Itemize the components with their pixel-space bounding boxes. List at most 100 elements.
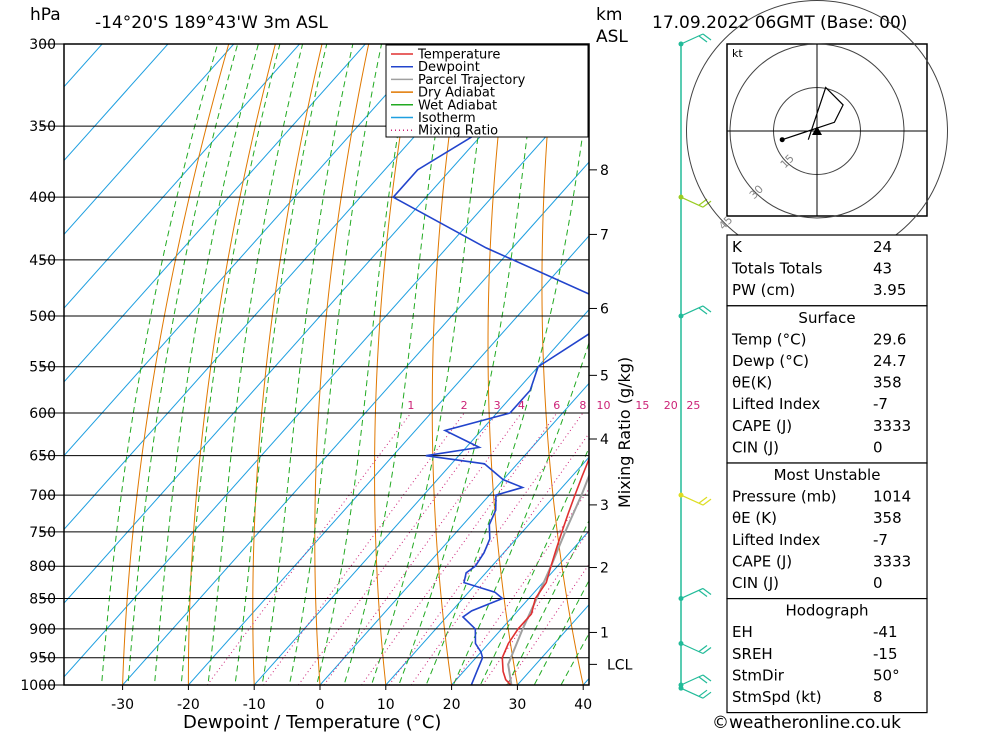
pressure-tick-labels: 300 350 400 450 500 550 600 650 700 750 800 850 900 9… xyxy=(20,37,56,694)
mixing-ratio-labels: 1 2 3 4 6 8 10 15 20 25 xyxy=(407,399,700,412)
mixing-ratio-line xyxy=(410,432,589,685)
table-section-title: Surface xyxy=(798,309,855,327)
mixing-ratio-label: 15 xyxy=(635,399,649,412)
wet-adiabat-line xyxy=(370,44,492,685)
lcl-label: LCL xyxy=(607,657,633,673)
dry-adiabat-line xyxy=(122,44,230,685)
isotherm-line xyxy=(385,456,589,685)
wind-barb-flag xyxy=(698,645,708,652)
hodograph-frame xyxy=(726,43,928,217)
table-row-value: -7 xyxy=(873,395,888,413)
temperature-line xyxy=(501,456,589,685)
storm-motion-marker xyxy=(812,126,822,135)
wet-adiabat-line xyxy=(425,83,589,685)
table-row-value: 29.6 xyxy=(873,330,906,348)
dry-adiabat-line xyxy=(431,44,463,685)
mixing-ratio-label: 20 xyxy=(664,399,678,412)
wet-adiabat-line xyxy=(288,44,383,685)
km-tick-label: 5 xyxy=(600,368,609,384)
km-tick-label: 4 xyxy=(600,432,609,448)
isotherm-line xyxy=(450,530,589,685)
table-row-value: 358 xyxy=(873,374,902,392)
wet-adiabat-line xyxy=(153,44,259,685)
temperature-tick-label: -10 xyxy=(243,697,266,713)
wet-adiabat-line xyxy=(127,44,239,685)
wind-profile xyxy=(678,33,712,699)
wind-barb xyxy=(680,494,712,506)
km-axis: 1 2 3 4 5 6 7 8 LCL xyxy=(589,163,633,673)
dry-adiabat-line xyxy=(541,44,584,685)
table-row-value: 24 xyxy=(873,238,892,256)
table-section xyxy=(726,462,928,600)
mixing-ratio-line xyxy=(388,412,584,685)
pressure-tick-label: 300 xyxy=(29,37,56,53)
legend-label: Dry Adiabat xyxy=(418,86,495,101)
table-section xyxy=(726,305,928,464)
x-axis-label: Dewpoint / Temperature (°C) xyxy=(183,712,441,733)
isotherm-line xyxy=(64,44,367,383)
table-section xyxy=(726,597,928,714)
table-row-label: StmDir xyxy=(732,666,785,684)
dry-adiabat-line xyxy=(187,44,276,685)
temperature-tick-label: -20 xyxy=(177,697,200,713)
table-row-value: -41 xyxy=(873,623,898,641)
table-row-value: 1014 xyxy=(873,488,911,506)
pressure-tick-label: 700 xyxy=(29,488,56,504)
km-tick-label: 6 xyxy=(600,301,609,317)
km-unit-label: km xyxy=(596,5,622,25)
km-tick-label: 8 xyxy=(600,163,609,179)
isotherm-line xyxy=(187,235,589,685)
isotherm-line xyxy=(64,44,235,236)
datetime-title: 17.09.2022 06GMT (Base: 00) xyxy=(652,13,907,33)
plot-frame xyxy=(63,43,590,686)
isotherm-line xyxy=(64,44,169,162)
table-row-value: 50° xyxy=(873,666,900,684)
dry-adiabat-line xyxy=(252,44,323,685)
asl-unit-label: ASL xyxy=(596,27,628,47)
legend-label: Dewpoint xyxy=(418,60,480,75)
wind-barb xyxy=(680,305,712,317)
mixing-ratio-label: 3 xyxy=(494,399,501,412)
km-tick-label: 7 xyxy=(600,227,609,243)
table-row-label: Lifted Index xyxy=(732,531,820,549)
wind-barb-flag xyxy=(702,200,712,208)
table-row-label: CAPE (J) xyxy=(732,552,792,570)
wind-barb-flag xyxy=(698,496,708,504)
legend-label: Parcel Trajectory xyxy=(418,73,526,88)
table-row-value: 3333 xyxy=(873,552,911,570)
table-row-value: 3333 xyxy=(873,417,911,435)
wet-adiabat-line xyxy=(207,44,304,685)
table-section-title: Most Unstable xyxy=(774,466,881,484)
wind-barb-flag xyxy=(702,691,712,699)
temperature-tick-labels: -30 -20 -10 0 10 20 30 40 xyxy=(111,685,592,713)
table-row-label: CIN (J) xyxy=(732,574,779,592)
table-row-value: 358 xyxy=(873,509,902,527)
mixing-ratio-label: 8 xyxy=(579,399,586,412)
pressure-tick-label: 500 xyxy=(29,309,56,325)
isotherm-line xyxy=(64,44,301,309)
temperature-tick-label: -30 xyxy=(111,697,134,713)
indices-table: K 24 Totals Totals 43 PW (cm) 3.95 Surface Temp… xyxy=(726,234,928,714)
wet-adiabat-line xyxy=(101,44,219,685)
table-row-label: θE (K) xyxy=(732,509,777,527)
mixing-ratio-axis-label: Mixing Ratio (g/kg) xyxy=(615,357,634,508)
table-row-label: θE(K) xyxy=(732,374,772,392)
background-lines xyxy=(64,44,589,685)
wind-barb-flag xyxy=(702,498,712,506)
table-row-label: Temp (°C) xyxy=(731,330,806,348)
table-row-value: -15 xyxy=(873,645,898,663)
pressure-tick-label: 400 xyxy=(29,190,56,206)
dewpoint-line xyxy=(391,103,589,685)
pressure-tick-label: 650 xyxy=(29,449,56,465)
dry-adiabat-line xyxy=(314,44,370,685)
mixing-ratio-label: 25 xyxy=(686,399,700,412)
pressure-tick-label: 350 xyxy=(29,119,56,135)
hodograph-trace xyxy=(782,86,844,141)
legend-label: Wet Adiabat xyxy=(418,98,497,113)
table-section-title: Hodograph xyxy=(785,602,868,620)
wind-barb xyxy=(680,196,712,208)
legend-label: Isotherm xyxy=(418,111,476,126)
